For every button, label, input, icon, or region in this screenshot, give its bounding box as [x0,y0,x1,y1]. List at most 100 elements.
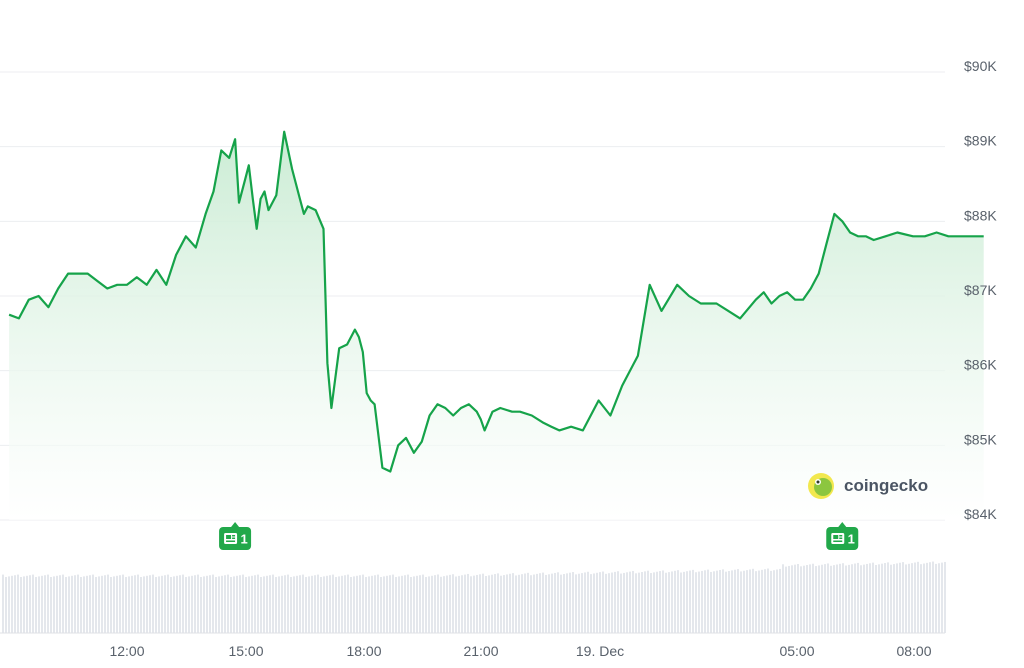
volume-bar [467,573,469,633]
volume-bar [785,566,787,633]
volume-bar [719,569,721,633]
volume-bar [80,577,82,633]
volume-bar [206,575,208,633]
volume-bar [167,574,169,633]
volume-bar [881,563,883,633]
volume-bar [917,561,919,633]
volume-bar [95,577,97,633]
volume-bar [506,574,508,633]
volume-bar [314,575,316,633]
volume-bar [26,575,28,633]
news-marker-count: 1 [240,532,247,547]
volume-bar [533,574,535,633]
x-tick-label: 19. Dec [576,643,624,659]
volume-bar [212,574,214,633]
volume-bar [716,570,718,633]
x-tick-label: 21:00 [463,643,498,659]
x-axis-ticks: 12:00 15:00 18:00 21:00 19. Dec 05:00 08:00 [109,643,931,659]
volume-bar [635,573,637,633]
volume-bar [611,572,613,633]
volume-bar [734,569,736,633]
watermark-text: coingecko [844,476,928,495]
volume-bar [329,575,331,633]
volume-bar [572,572,574,633]
volume-bar [173,576,175,633]
volume-bar [815,566,817,633]
volume-bar [878,564,880,633]
volume-bar [368,576,370,633]
volume-bar [491,574,493,633]
volume-bar [944,561,946,633]
volume-bar [584,572,586,633]
volume-bar [479,574,481,633]
volume-bar [752,568,754,633]
price-line[interactable] [8,130,984,473]
volume-bar [782,564,784,633]
volume-bar [203,576,205,633]
volume-bar [305,577,307,633]
y-tick-label: $86K [964,357,997,373]
volume-bar [515,575,517,633]
volume-bar [680,572,682,633]
volume-bar [569,572,571,633]
volume-bar [671,571,673,633]
volume-bar [833,565,835,633]
volume-bar [422,574,424,633]
volume-bar [920,564,922,633]
volume-bar [404,575,406,633]
volume-bar [470,576,472,633]
volume-bar [44,575,46,633]
volume-bar [119,575,121,633]
volume-bar [458,575,460,633]
volume-bar [32,574,34,633]
x-tick-label: 05:00 [779,643,814,659]
volume-bar [89,575,91,633]
volume-bar [713,571,715,633]
volume-bar [872,562,874,633]
volume-bar [245,577,247,633]
volume-bar [35,577,37,633]
volume-bar [320,577,322,633]
volume-bar [590,574,592,633]
volume-bar [395,577,397,633]
volume-bar [686,571,688,633]
volume-bar [53,576,55,633]
volume-bar [740,571,742,633]
volume-bar [383,576,385,633]
volume-bar [263,576,265,633]
volume-bar [566,573,568,633]
volume-bar [224,575,226,633]
volume-bar [485,576,487,633]
volume-bar [818,565,820,633]
volume-bar [674,570,676,633]
volume-bar [656,571,658,633]
volume-bar [377,574,379,633]
volume-bar [200,577,202,633]
x-tick-label: 18:00 [346,643,381,659]
news-marker[interactable]: 1 [219,522,252,550]
volume-bar [122,574,124,633]
volume-bar [401,575,403,633]
volume-bar [701,570,703,633]
volume-bar [755,571,757,633]
volume-bar [521,574,523,633]
volume-bar [176,575,178,633]
volume-bar [677,570,679,633]
volume-bar [443,576,445,633]
volume-bar [137,574,139,633]
news-marker[interactable]: 1 [826,522,859,550]
volume-bar [482,573,484,633]
volume-bar [842,563,844,633]
volume-bar [419,575,421,633]
volume-bar [926,562,928,633]
volume-bar [935,563,937,633]
volume-bar [773,570,775,633]
volume-bar [542,572,544,633]
volume-bar [86,575,88,633]
volume-bar [902,562,904,633]
volume-bar [497,573,499,633]
volume-bar [143,576,145,633]
volume-bar [41,575,43,633]
